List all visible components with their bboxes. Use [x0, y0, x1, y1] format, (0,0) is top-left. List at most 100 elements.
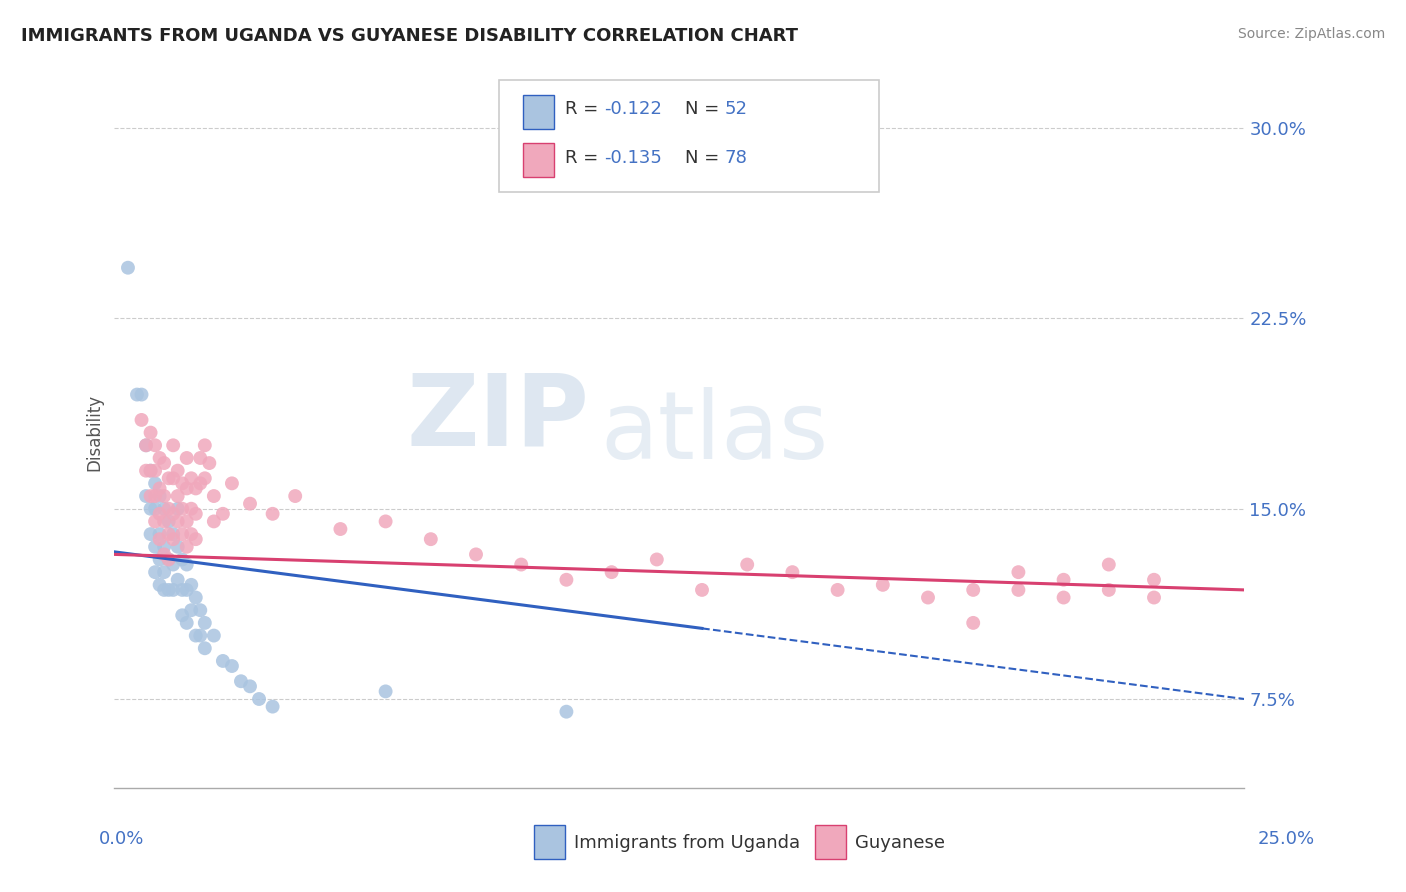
Point	[166, 540, 188, 554]
Point	[131, 387, 153, 401]
Point	[184, 482, 207, 496]
Point	[202, 629, 225, 643]
Point	[135, 464, 157, 478]
Text: -0.135: -0.135	[605, 149, 662, 167]
Point	[465, 548, 488, 562]
Point	[180, 578, 202, 592]
Point	[645, 552, 668, 566]
Point	[157, 582, 180, 597]
Point	[125, 387, 148, 401]
Point	[139, 425, 162, 440]
Point	[117, 260, 139, 275]
Point	[139, 501, 162, 516]
Point	[600, 565, 623, 579]
Point	[172, 527, 194, 541]
Point	[1052, 573, 1074, 587]
Point	[139, 527, 162, 541]
Point	[149, 532, 172, 546]
Point	[162, 438, 184, 452]
Point	[735, 558, 758, 572]
Point	[1007, 582, 1029, 597]
Point	[172, 476, 194, 491]
Point	[162, 582, 184, 597]
Point	[374, 684, 396, 698]
Point	[917, 591, 939, 605]
Point	[176, 515, 198, 529]
Text: Guyanese: Guyanese	[855, 834, 945, 852]
Y-axis label: Disability: Disability	[86, 394, 103, 471]
Point	[162, 527, 184, 541]
Point	[172, 501, 194, 516]
Point	[143, 476, 166, 491]
Point	[184, 591, 207, 605]
Point	[135, 438, 157, 452]
Point	[827, 582, 849, 597]
Point	[157, 515, 180, 529]
Text: R =: R =	[565, 101, 605, 119]
Point	[143, 438, 166, 452]
Point	[143, 515, 166, 529]
Point	[1098, 582, 1121, 597]
Point	[153, 582, 176, 597]
Point	[149, 489, 172, 503]
Text: IMMIGRANTS FROM UGANDA VS GUYANESE DISABILITY CORRELATION CHART: IMMIGRANTS FROM UGANDA VS GUYANESE DISAB…	[21, 27, 799, 45]
Point	[782, 565, 804, 579]
Text: 0.0%: 0.0%	[98, 830, 143, 847]
Point	[188, 629, 211, 643]
Point	[962, 615, 984, 630]
Point	[872, 578, 894, 592]
Point	[176, 482, 198, 496]
Point	[143, 501, 166, 516]
Point	[143, 489, 166, 503]
Text: 52: 52	[724, 101, 747, 119]
Point	[212, 654, 235, 668]
Point	[194, 438, 217, 452]
Point	[166, 515, 188, 529]
Point	[374, 515, 396, 529]
Point	[510, 558, 533, 572]
Point	[239, 497, 262, 511]
Point	[143, 540, 166, 554]
Point	[166, 573, 188, 587]
Point	[1052, 591, 1074, 605]
Point	[202, 515, 225, 529]
Point	[202, 489, 225, 503]
Point	[1143, 591, 1166, 605]
Point	[188, 603, 211, 617]
Point	[262, 507, 284, 521]
Point	[153, 489, 176, 503]
Point	[555, 573, 578, 587]
Point	[690, 582, 713, 597]
Point	[184, 629, 207, 643]
Text: Immigrants from Uganda: Immigrants from Uganda	[574, 834, 800, 852]
Point	[262, 699, 284, 714]
Point	[184, 532, 207, 546]
Point	[162, 532, 184, 546]
Point	[229, 674, 252, 689]
Point	[176, 558, 198, 572]
Point	[149, 578, 172, 592]
Point	[135, 489, 157, 503]
Point	[172, 582, 194, 597]
Point	[247, 692, 270, 706]
Point	[162, 471, 184, 485]
Point	[555, 705, 578, 719]
Point	[162, 507, 184, 521]
Point	[157, 501, 180, 516]
Point	[180, 527, 202, 541]
Point	[176, 450, 198, 465]
Point	[153, 515, 176, 529]
Point	[131, 413, 153, 427]
Point	[194, 641, 217, 656]
Point	[184, 507, 207, 521]
Point	[139, 464, 162, 478]
Point	[284, 489, 307, 503]
Point	[135, 438, 157, 452]
Point	[176, 582, 198, 597]
Point	[139, 464, 162, 478]
Point	[188, 450, 211, 465]
Point	[221, 659, 243, 673]
Point	[180, 501, 202, 516]
Point	[176, 540, 198, 554]
Point	[139, 489, 162, 503]
